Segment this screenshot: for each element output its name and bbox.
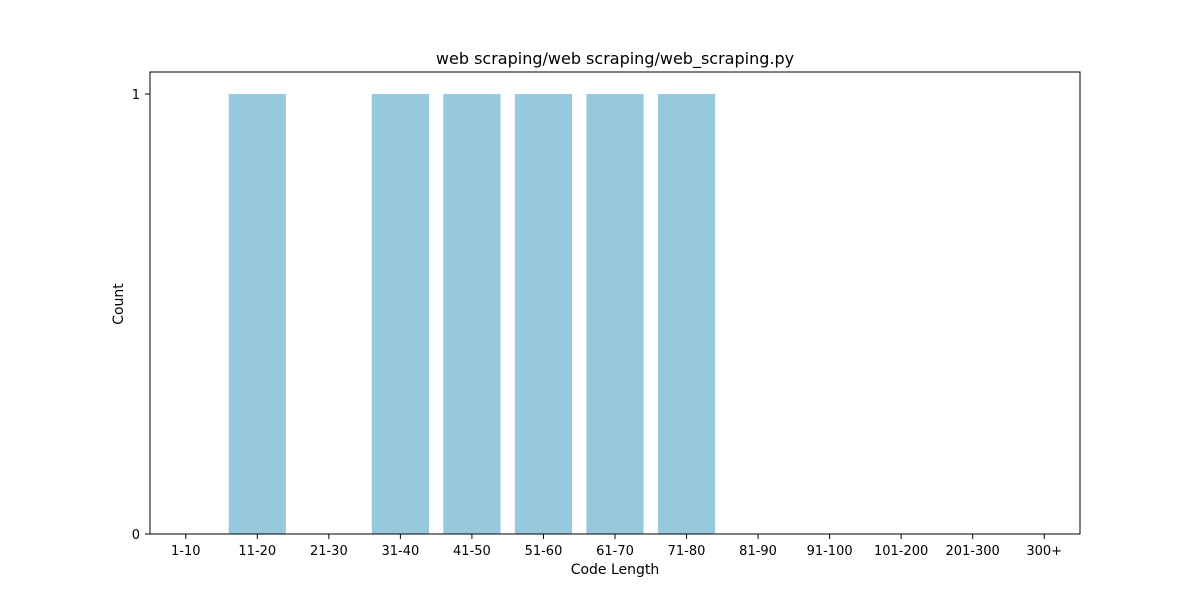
bar-61-70 bbox=[586, 94, 644, 534]
x-tick-label: 81-90 bbox=[739, 544, 777, 559]
bar-41-50 bbox=[443, 94, 501, 534]
x-axis-label: Code Length bbox=[571, 562, 660, 578]
x-tick-label: 201-300 bbox=[946, 544, 1000, 559]
x-tick-label: 61-70 bbox=[596, 544, 634, 559]
x-tick-label: 101-200 bbox=[874, 544, 928, 559]
y-axis-label: Count bbox=[111, 283, 127, 325]
bar-11-20 bbox=[228, 94, 286, 534]
y-tick-label: 0 bbox=[132, 528, 140, 543]
x-tick-label: 300+ bbox=[1026, 544, 1062, 559]
x-tick-label: 31-40 bbox=[381, 544, 419, 559]
x-tick-label: 1-10 bbox=[171, 544, 201, 559]
bars-layer bbox=[228, 94, 716, 534]
x-tick-label: 41-50 bbox=[453, 544, 491, 559]
bar-51-60 bbox=[514, 94, 573, 534]
bar-31-40 bbox=[371, 94, 429, 534]
x-tick-label: 91-100 bbox=[807, 544, 853, 559]
chart-title: web scraping/web scraping/web_scraping.p… bbox=[436, 49, 794, 69]
y-tick-label: 1 bbox=[132, 88, 140, 103]
bar-71-80 bbox=[657, 94, 716, 534]
x-tick-label: 11-20 bbox=[238, 544, 276, 559]
x-tick-label: 21-30 bbox=[310, 544, 348, 559]
x-tick-label: 71-80 bbox=[668, 544, 706, 559]
y-axis-ticks: 01 bbox=[132, 88, 150, 543]
x-tick-label: 51-60 bbox=[525, 544, 563, 559]
x-axis-ticks: 1-10 11-20 21-30 31-40 41-50 51-60 61-70 71-80 8… bbox=[171, 534, 1062, 559]
